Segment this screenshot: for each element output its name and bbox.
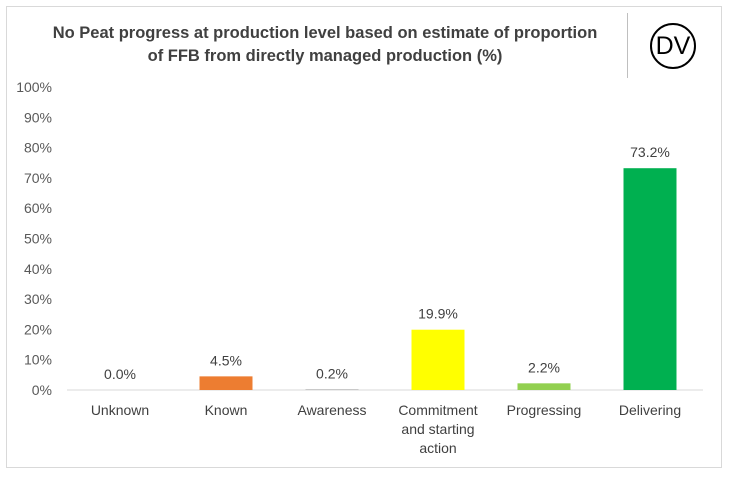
y-tick-label: 60% xyxy=(24,200,52,216)
y-tick-label: 20% xyxy=(24,321,52,337)
y-tick-label: 40% xyxy=(24,261,52,277)
category-label-line: Delivering xyxy=(619,402,681,418)
category-label: Unknown xyxy=(91,402,149,418)
category-label: Commitment and starting action xyxy=(398,402,477,456)
category-label: Known xyxy=(205,402,248,418)
y-tick-label: 100% xyxy=(16,79,52,95)
data-label: 4.5% xyxy=(210,352,242,368)
category-label-line: action xyxy=(419,440,456,456)
y-tick-label: 70% xyxy=(24,170,52,186)
category-label-line: Known xyxy=(205,402,248,418)
category-label-line: Commitment xyxy=(398,402,477,418)
category-label-line: Progressing xyxy=(507,402,582,418)
y-tick-label: 0% xyxy=(32,382,52,398)
category-label-line: and starting xyxy=(401,421,474,437)
data-label: 19.9% xyxy=(418,306,458,322)
chart-frame xyxy=(6,6,722,468)
data-label: 73.2% xyxy=(630,144,670,160)
category-label: Awareness xyxy=(297,402,366,418)
chart-title-line-1: No Peat progress at production level bas… xyxy=(52,24,598,42)
y-tick-label: 30% xyxy=(24,291,52,307)
y-tick-label: 90% xyxy=(24,109,52,125)
chart-title-line-2: of FFB from directly managed production … xyxy=(147,47,503,65)
y-tick-label: 10% xyxy=(24,352,52,368)
data-label: 0.0% xyxy=(104,366,136,382)
data-label: 0.2% xyxy=(316,365,348,381)
category-label: Progressing xyxy=(507,402,582,418)
category-label-line: Unknown xyxy=(91,402,149,418)
bar xyxy=(623,168,677,390)
bar xyxy=(411,329,465,390)
y-tick-label: 80% xyxy=(24,140,52,156)
bar xyxy=(305,389,359,390)
dv-logo: DV xyxy=(650,23,696,69)
category-label: Delivering xyxy=(619,402,681,418)
category-label-line: Awareness xyxy=(297,402,366,418)
y-tick-label: 50% xyxy=(24,231,52,247)
chart-title: No Peat progress at production level bas… xyxy=(30,22,620,68)
bar xyxy=(199,376,253,390)
data-label: 2.2% xyxy=(528,359,560,375)
bar xyxy=(517,383,571,390)
logo-box: DV xyxy=(627,13,722,78)
